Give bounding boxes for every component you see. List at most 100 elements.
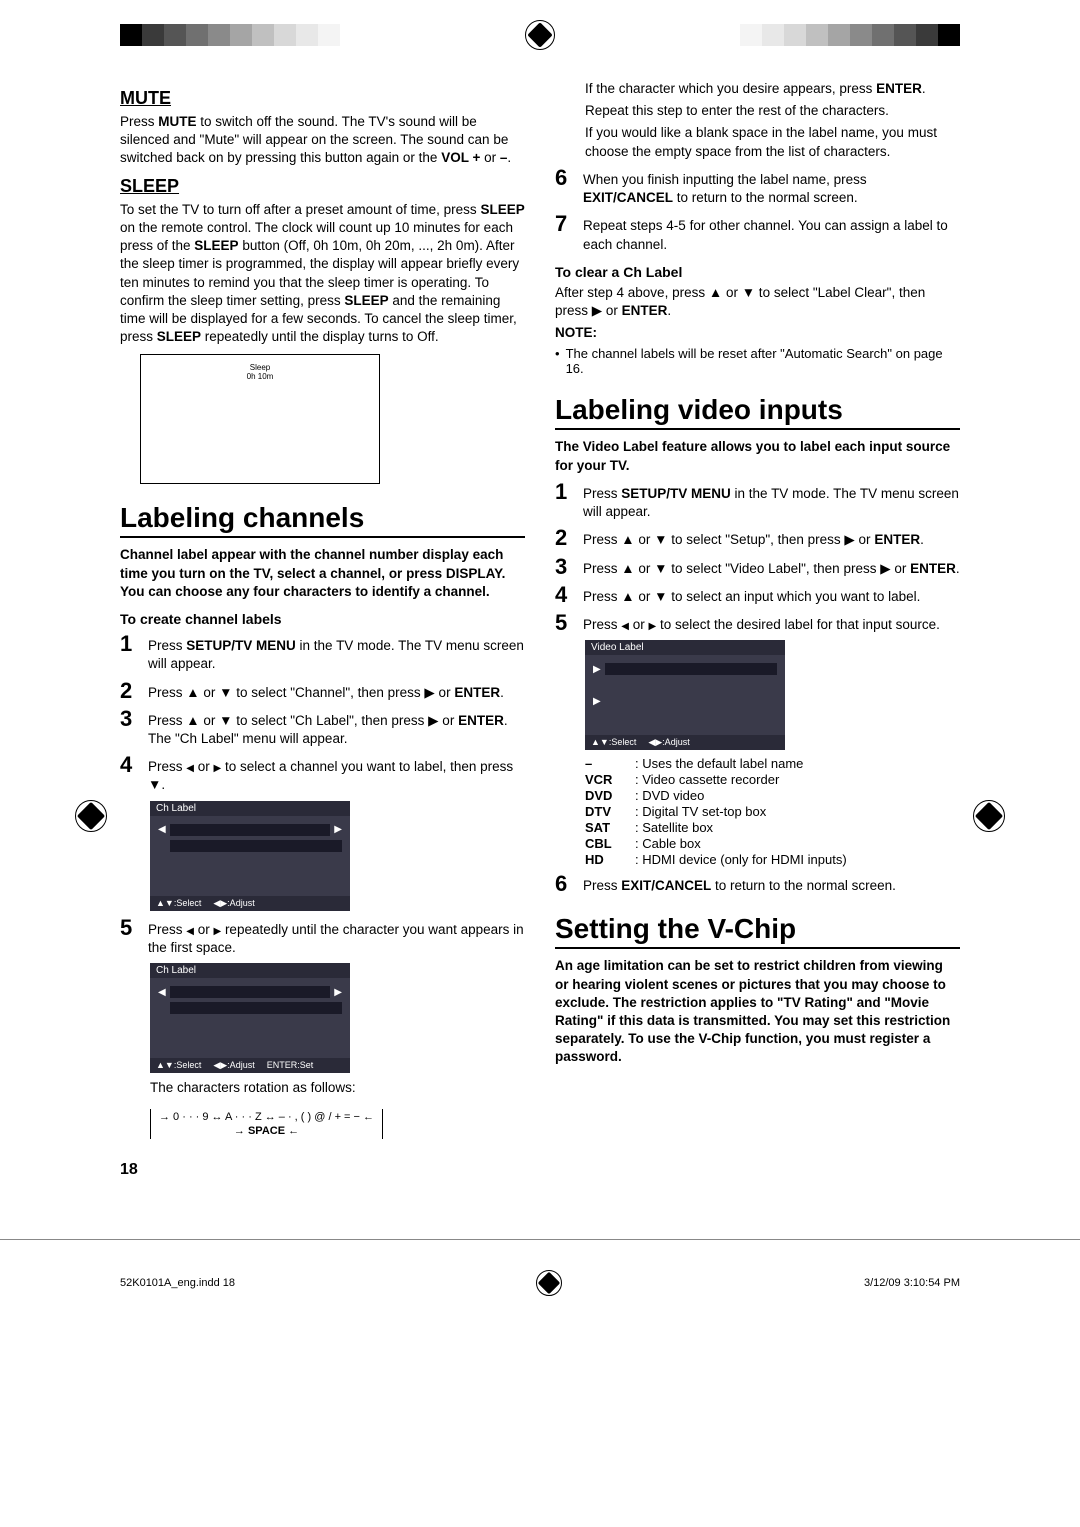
- step-number: 3: [120, 708, 138, 730]
- channel-step-6: 6 When you finish inputting the label na…: [555, 167, 960, 207]
- channel-step-4: 4 Press ◀ or ▶ to select a channel you w…: [120, 754, 525, 794]
- ch-label-menu-1: Ch Label ◀▶ ▲▼:Select ◀▶:Adjust: [150, 801, 350, 911]
- labeling-channels-intro: Channel label appear with the channel nu…: [120, 546, 525, 601]
- vchip-body: An age limitation can be set to restrict…: [555, 957, 960, 1066]
- note-text: The channel labels will be reset after "…: [566, 346, 960, 376]
- labeling-video-intro: The Video Label feature allows you to la…: [555, 438, 960, 474]
- char-rotation-row-2: → SPACE ←: [159, 1125, 374, 1137]
- channel-step-3: 3 Press ▲ or ▼ to select "Ch Label", the…: [120, 708, 525, 748]
- right-top-line3: If you would like a blank space in the l…: [585, 124, 960, 160]
- note-bullet: •The channel labels will be reset after …: [555, 346, 960, 376]
- step-text: Press SETUP/TV MENU in the TV mode. The …: [148, 633, 525, 673]
- menu-footer-adjust: ◀▶:Adjust: [213, 1060, 254, 1071]
- step-number: 7: [555, 213, 573, 235]
- footer-divider: [0, 1239, 1080, 1240]
- crop-marks-top: [0, 0, 1080, 80]
- clear-label-body: After step 4 above, press ▲ or ▼ to sele…: [555, 284, 960, 320]
- char-rotation-row-1: → 0 · · · 9 ↔ A · · · Z ↔ – · , ( ) @ / …: [159, 1111, 374, 1123]
- label-row: HD: HDMI device (only for HDMI inputs): [585, 852, 960, 867]
- label-row: DTV: Digital TV set-top box: [585, 804, 960, 819]
- step-text: Press ▲ or ▼ to select "Setup", then pre…: [583, 527, 960, 549]
- right-column: If the character which you desire appear…: [555, 80, 960, 1179]
- sleep-screen-label: Sleep: [247, 363, 274, 372]
- step-number: 5: [555, 612, 573, 634]
- step-text: Press ▲ or ▼ to select "Ch Label", then …: [148, 708, 525, 748]
- step-number: 6: [555, 873, 573, 895]
- footer-timestamp: 3/12/09 3:10:54 PM: [864, 1277, 960, 1289]
- label-row: VCR: Video cassette recorder: [585, 772, 960, 787]
- clear-label-heading: To clear a Ch Label: [555, 264, 960, 280]
- menu-footer-select: ▲▼:Select: [156, 1060, 201, 1071]
- mute-body: Press MUTE to switch off the sound. The …: [120, 113, 525, 168]
- step-number: 2: [555, 527, 573, 549]
- channel-step-2: 2 Press ▲ or ▼ to select "Channel", then…: [120, 680, 525, 702]
- label-row: –: Uses the default label name: [585, 756, 960, 771]
- step-text: Press EXIT/CANCEL to return to the norma…: [583, 873, 960, 895]
- page-number: 18: [120, 1161, 525, 1179]
- step-number: 1: [120, 633, 138, 655]
- menu-footer-adjust: ◀▶:Adjust: [213, 898, 254, 909]
- registration-mark-left-icon: [75, 800, 107, 832]
- menu-footer-select: ▲▼:Select: [591, 737, 636, 748]
- menu-footer-enter: ENTER:Set: [267, 1060, 314, 1071]
- create-labels-subheading: To create channel labels: [120, 611, 525, 627]
- note-label: NOTE:: [555, 324, 960, 342]
- sleep-heading: SLEEP: [120, 176, 525, 197]
- label-row: CBL: Cable box: [585, 836, 960, 851]
- menu-footer-adjust: ◀▶:Adjust: [648, 737, 689, 748]
- labeling-video-heading: Labeling video inputs: [555, 394, 960, 430]
- registration-mark-footer-icon: [536, 1270, 562, 1296]
- footer-filename: 52K0101A_eng.indd 18: [120, 1277, 235, 1289]
- sleep-screen-value: 0h 10m: [247, 372, 274, 381]
- channel-step-5: 5 Press ◀ or ▶ repeatedly until the char…: [120, 917, 525, 957]
- vchip-heading: Setting the V-Chip: [555, 913, 960, 949]
- labeling-channels-heading: Labeling channels: [120, 502, 525, 538]
- label-row: SAT: Satellite box: [585, 820, 960, 835]
- ch-label-menu-2: Ch Label ◀▶ ▲▼:Select ◀▶:Adjust ENTER:Se…: [150, 963, 350, 1073]
- video-step-4: 4 Press ▲ or ▼ to select an input which …: [555, 584, 960, 606]
- label-row: DVD: DVD video: [585, 788, 960, 803]
- channel-step-1: 1 Press SETUP/TV MENU in the TV mode. Th…: [120, 633, 525, 673]
- step-text: Repeat steps 4-5 for other channel. You …: [583, 213, 960, 253]
- step-number: 1: [555, 481, 573, 503]
- video-step-3: 3 Press ▲ or ▼ to select "Video Label", …: [555, 556, 960, 578]
- sleep-screen-diagram: Sleep 0h 10m: [140, 354, 380, 484]
- step-text: Press ◀ or ▶ repeatedly until the charac…: [148, 917, 525, 957]
- video-step-6: 6 Press EXIT/CANCEL to return to the nor…: [555, 873, 960, 895]
- step-number: 4: [120, 754, 138, 776]
- right-top-line2: Repeat this step to enter the rest of th…: [585, 102, 960, 120]
- step-text: Press ▲ or ▼ to select an input which yo…: [583, 584, 960, 606]
- video-step-1: 1 Press SETUP/TV MENU in the TV mode. Th…: [555, 481, 960, 521]
- sleep-body: To set the TV to turn off after a preset…: [120, 201, 525, 347]
- registration-mark-right-icon: [973, 800, 1005, 832]
- chars-follow-text: The characters rotation as follows:: [150, 1079, 525, 1097]
- step-text: Press ▲ or ▼ to select "Video Label", th…: [583, 556, 960, 578]
- step-text: Press ▲ or ▼ to select "Channel", then p…: [148, 680, 525, 702]
- mute-heading: MUTE: [120, 88, 525, 109]
- step-number: 6: [555, 167, 573, 189]
- step-text: Press ◀ or ▶ to select a channel you wan…: [148, 754, 525, 794]
- registration-mark-icon: [525, 20, 555, 50]
- crop-swatch-right: [718, 24, 960, 46]
- video-label-menu: Video Label ▶ ▶ ▲▼:Select ◀▶:Adjust: [585, 640, 785, 750]
- menu-title: Ch Label: [150, 963, 350, 978]
- page-content: MUTE Press MUTE to switch off the sound.…: [0, 80, 1080, 1219]
- step-number: 3: [555, 556, 573, 578]
- left-column: MUTE Press MUTE to switch off the sound.…: [120, 80, 525, 1179]
- step-text: Press ◀ or ▶ to select the desired label…: [583, 612, 960, 634]
- step-number: 4: [555, 584, 573, 606]
- right-top-line1: If the character which you desire appear…: [585, 80, 960, 98]
- video-step-2: 2 Press ▲ or ▼ to select "Setup", then p…: [555, 527, 960, 549]
- step-number: 2: [120, 680, 138, 702]
- step-text: When you finish inputting the label name…: [583, 167, 960, 207]
- step-number: 5: [120, 917, 138, 939]
- channel-step-7: 7 Repeat steps 4-5 for other channel. Yo…: [555, 213, 960, 253]
- crop-swatch-left: [120, 24, 362, 46]
- step-text: Press SETUP/TV MENU in the TV mode. The …: [583, 481, 960, 521]
- video-label-table: –: Uses the default label nameVCR: Video…: [585, 756, 960, 867]
- menu-title: Video Label: [585, 640, 785, 655]
- char-rotation-diagram: → 0 · · · 9 ↔ A · · · Z ↔ – · , ( ) @ / …: [150, 1109, 383, 1139]
- page-footer: 52K0101A_eng.indd 18 3/12/09 3:10:54 PM: [0, 1250, 1080, 1326]
- menu-footer-select: ▲▼:Select: [156, 898, 201, 909]
- menu-title: Ch Label: [150, 801, 350, 816]
